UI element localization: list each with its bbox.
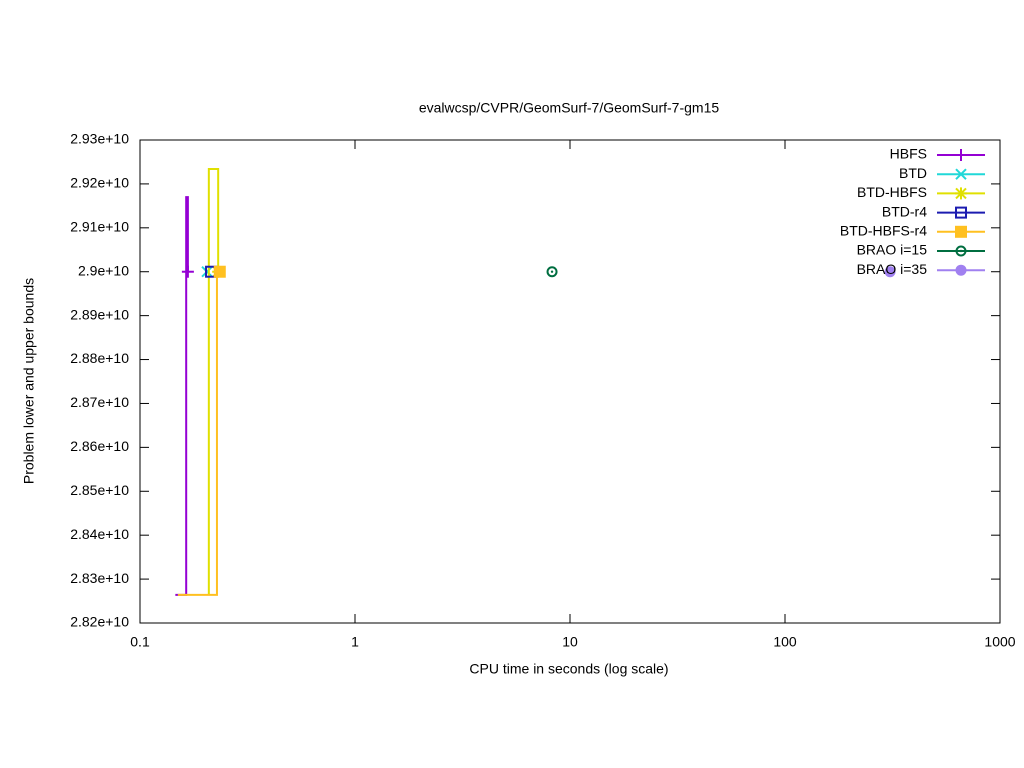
legend-marker [955,245,967,257]
y-tick-label: 2.93e+10 [70,131,129,147]
x-tick-label: 1000 [984,634,1015,650]
legend-marker [955,187,967,200]
x-tick-label: 10 [562,634,578,650]
marker-part [955,168,967,180]
marker [181,265,194,278]
plot-frame [139,139,1001,624]
y-tick-label: 2.9e+10 [78,262,129,278]
marker [884,266,896,278]
marker [546,266,558,278]
legend-marker [955,225,967,238]
legend-marker [955,206,967,219]
x-tick-label: 1 [351,634,359,650]
y-tick-label: 2.88e+10 [70,350,129,366]
chart-title: evalwcsp/CVPR/GeomSurf-7/GeomSurf-7-gm15 [419,100,720,116]
marker-part [955,264,967,276]
legend-label: BTD [899,165,927,181]
y-tick-label: 2.82e+10 [70,614,129,630]
y-tick-label: 2.86e+10 [70,438,129,454]
legend-label: BTD-HBFS-r4 [840,223,927,239]
y-tick-label: 2.87e+10 [70,394,129,410]
y-tick-label: 2.84e+10 [70,526,129,542]
legend-marker [955,168,967,180]
marker-part [955,245,967,257]
y-axis-label: Problem lower and upper bounds [21,278,37,484]
series-line [177,270,220,596]
marker-part [213,265,226,278]
marker-part [884,266,896,278]
series-line [175,196,189,596]
y-tick-label: 2.91e+10 [70,219,129,235]
x-tick-label: 100 [773,634,797,650]
x-tick-label: 0.1 [130,634,150,650]
y-tick-label: 2.85e+10 [70,482,129,498]
legend-marker [955,149,967,161]
marker-part [959,249,963,253]
legend-label: BRAO i=35 [857,261,928,277]
legend-label: BTD-HBFS [857,184,927,200]
legend-label: BTD-r4 [882,203,927,219]
legend-label: HBFS [890,146,927,162]
marker [213,265,226,278]
y-tick-label: 2.89e+10 [70,306,129,322]
marker-part [550,270,554,273]
series-line [207,167,220,595]
legend-marker [955,264,967,276]
marker-part [546,266,558,278]
marker-part [955,225,967,238]
marker-part [955,187,967,200]
marker-part [955,206,967,219]
y-tick-label: 2.83e+10 [70,570,129,586]
y-tick-label: 2.92e+10 [70,175,129,191]
legend-label: BRAO i=15 [857,242,928,258]
x-axis-label: CPU time in seconds (log scale) [469,661,668,677]
